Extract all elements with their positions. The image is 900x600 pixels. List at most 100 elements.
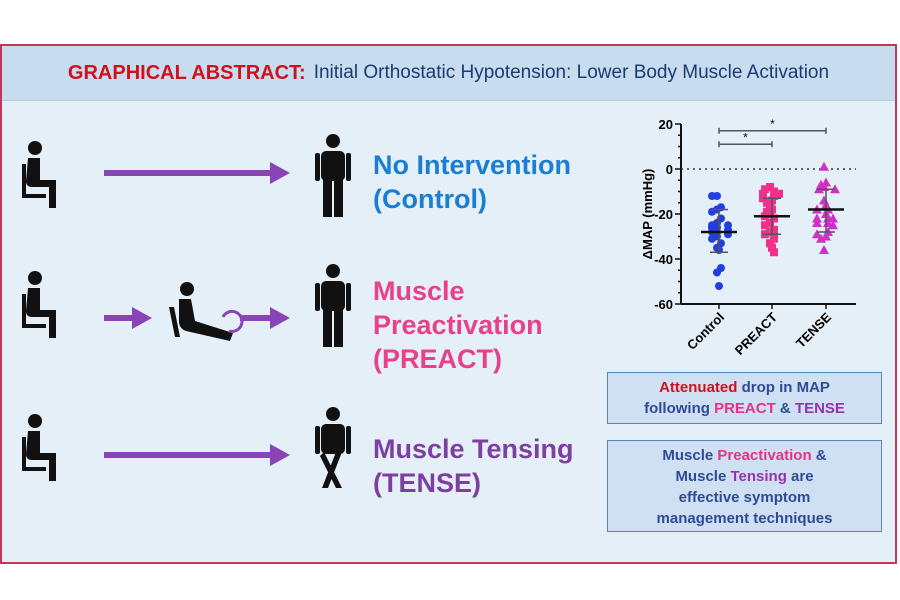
data-point [775, 189, 783, 198]
head [270, 307, 290, 329]
head [326, 134, 340, 148]
preact-line1: Muscle [373, 276, 465, 306]
significance-star: * [743, 130, 748, 144]
head [28, 414, 42, 428]
sitting-person-icon [22, 141, 56, 208]
data-point [770, 234, 778, 243]
body [26, 431, 56, 481]
t: PREACT [714, 400, 776, 417]
arm [346, 153, 351, 181]
header: GRAPHICAL ABSTRACT: Initial Orthostatic … [2, 46, 895, 101]
data-point [708, 192, 716, 200]
sitting-person-icon [22, 271, 56, 338]
preact-label: Muscle Preactivation (PREACT) [373, 274, 543, 376]
data-point [766, 210, 774, 218]
chair [22, 164, 46, 198]
control-line2: (Control) [373, 184, 487, 214]
arrow-right-icon [104, 162, 290, 184]
arm [346, 283, 351, 311]
head [326, 264, 340, 278]
significance-star: * [770, 117, 775, 131]
arrow-right-icon [240, 307, 290, 329]
leg [334, 309, 343, 347]
data-point [761, 185, 769, 194]
header-title: Initial Orthostatic Hypotension: Lower B… [313, 62, 830, 83]
y-tick-label: -60 [654, 297, 673, 312]
legs [320, 452, 342, 488]
leg [323, 179, 332, 217]
head [270, 162, 290, 184]
torso [321, 281, 345, 311]
data-point [816, 233, 826, 243]
chair [169, 307, 180, 337]
finding-box: Attenuated drop in MAP following PREACT … [607, 372, 882, 424]
data-point [770, 187, 778, 196]
leg [334, 179, 343, 217]
t: Preactivation [717, 447, 812, 464]
standing-person-icon [315, 134, 351, 217]
t: management techniques [656, 510, 833, 527]
data-point [766, 219, 774, 227]
leg-raise-person-icon [169, 282, 244, 341]
chair [22, 437, 46, 471]
torso [321, 424, 345, 454]
conclusion-box: Muscle Preactivation & Muscle Tensing ar… [607, 440, 882, 532]
head [270, 444, 290, 466]
arrow-right-icon [104, 444, 290, 466]
torso [321, 151, 345, 181]
control-label: No Intervention (Control) [373, 148, 571, 216]
tense-label: Muscle Tensing (TENSE) [373, 432, 574, 500]
data-point [766, 239, 774, 248]
data-point [828, 220, 838, 230]
head [132, 307, 152, 329]
t: TENSE [794, 400, 845, 417]
t: effective symptom [678, 489, 811, 506]
y-tick-label: 0 [666, 162, 673, 177]
significance-bracket [718, 141, 773, 148]
t: Tensing [730, 468, 787, 485]
y-tick-label: -40 [654, 252, 673, 267]
x-tick-label: TENSE [793, 309, 834, 350]
data-point [768, 243, 776, 252]
data-point [812, 229, 822, 239]
body [26, 158, 56, 208]
data-point [766, 183, 774, 191]
sitting-person-icon [22, 414, 56, 481]
data-point [812, 218, 822, 227]
data-point [819, 245, 829, 254]
arm [315, 283, 320, 311]
data-point [770, 214, 778, 223]
t: Attenuated [659, 379, 738, 396]
arm [346, 426, 351, 454]
control-line1: No Intervention [373, 150, 572, 180]
data-point [766, 228, 774, 236]
head [28, 271, 42, 285]
y-tick-label: -20 [654, 207, 673, 222]
t: & [775, 400, 795, 417]
data-point [819, 161, 829, 171]
standing-person-icon [315, 264, 351, 347]
chair [22, 294, 46, 328]
data-point [713, 268, 721, 277]
head [180, 282, 194, 296]
body [26, 288, 56, 338]
data-point [715, 282, 723, 290]
data-point [770, 192, 778, 200]
body [179, 299, 233, 341]
t: drop in MAP [737, 379, 830, 396]
head [326, 407, 340, 421]
crossed-legs-person-icon [315, 407, 351, 488]
y-tick-label: 20 [659, 117, 673, 132]
t: & [811, 447, 827, 464]
tense-line1: Muscle Tensing [373, 434, 574, 464]
arrow-right-icon [104, 307, 152, 329]
x-tick-label: Control [684, 310, 727, 353]
preact-line2: Preactivation [373, 310, 543, 340]
t: Muscle [662, 447, 718, 464]
tense-line2: (TENSE) [373, 468, 481, 498]
t: following [644, 400, 715, 417]
t: Muscle [675, 468, 731, 485]
t: are [786, 468, 814, 485]
arm [315, 426, 320, 454]
